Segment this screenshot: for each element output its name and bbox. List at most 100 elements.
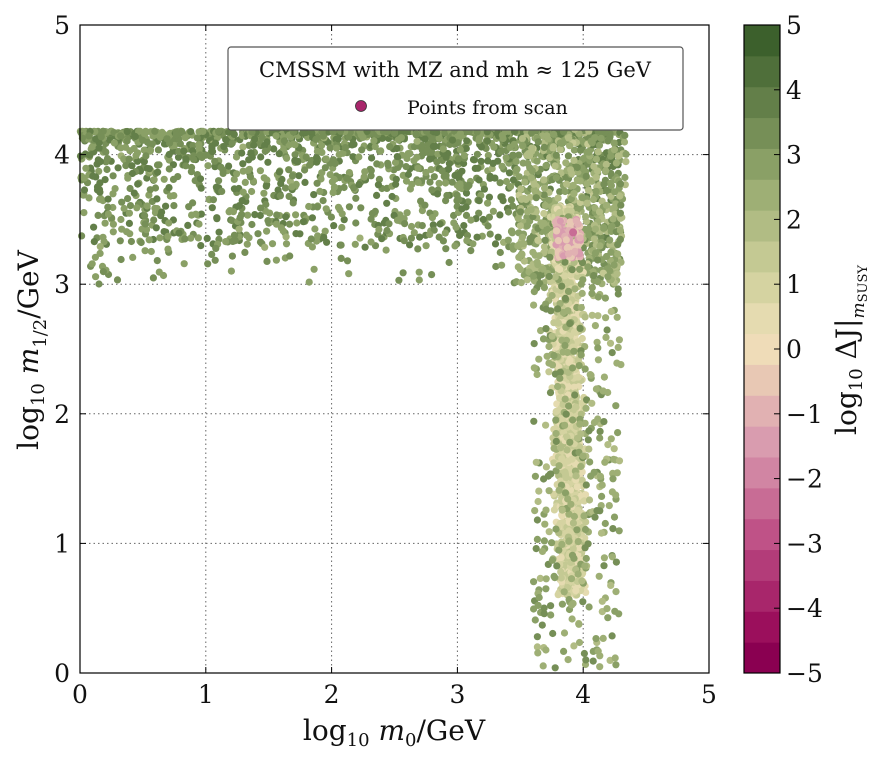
scatter-point <box>589 657 597 665</box>
scatter-point <box>462 211 471 219</box>
scatter-point <box>595 572 603 580</box>
scatter-point <box>528 129 536 137</box>
scatter-point <box>596 427 604 435</box>
scatter-point <box>508 229 516 237</box>
scatter-point <box>556 444 565 452</box>
scatter-point <box>484 151 492 159</box>
scatter-point <box>561 341 569 350</box>
scatter-point <box>584 263 592 271</box>
scatter-point <box>602 167 610 175</box>
colorbar-tick-label: 3 <box>786 141 802 170</box>
scatter-point <box>594 647 602 655</box>
scatter-point <box>149 274 157 282</box>
scatter-point <box>229 237 237 245</box>
scatter-point <box>480 185 488 193</box>
scatter-point <box>470 156 478 164</box>
scatter-point <box>568 170 576 178</box>
scatter-point <box>550 319 558 327</box>
scatter-point <box>391 158 400 167</box>
scatter-point <box>616 209 625 217</box>
scatter-point <box>165 150 173 159</box>
scatter-point <box>489 159 497 167</box>
scatter-point <box>582 172 590 180</box>
scatter-point <box>556 139 565 147</box>
scatter-point <box>340 183 348 192</box>
scatter-point <box>286 252 294 260</box>
scatter-point <box>428 214 436 222</box>
scatter-point <box>564 287 573 295</box>
scatter-point <box>244 211 252 219</box>
scatter-point <box>604 441 612 449</box>
scatter-point <box>188 211 196 219</box>
scatter-point <box>146 146 155 154</box>
scatter-point <box>215 228 223 236</box>
scatter-point <box>426 155 434 163</box>
scatter-point <box>576 420 584 428</box>
scatter-point <box>288 183 296 191</box>
scatter-point <box>555 462 563 470</box>
colorbar-band <box>744 642 780 674</box>
scatter-point <box>576 234 584 242</box>
scatter-point <box>373 191 381 199</box>
scatter-point <box>580 649 589 658</box>
scatter-point <box>316 187 324 195</box>
scatter-point <box>539 662 547 670</box>
scatter-point <box>103 155 112 163</box>
scatter-point <box>548 539 556 547</box>
scatter-point <box>97 133 105 141</box>
scatter-point <box>418 207 426 215</box>
scatter-point <box>540 191 548 199</box>
scatter-point <box>356 234 364 242</box>
scatter-point <box>504 236 512 244</box>
scatter-point <box>331 159 339 168</box>
colorbar-band <box>744 395 780 427</box>
scatter-point <box>462 144 470 153</box>
scatter-point <box>584 436 592 444</box>
scatter-point <box>532 458 540 466</box>
scatter-point <box>78 134 86 142</box>
scatter-point <box>578 476 586 484</box>
scatter-point <box>531 507 539 515</box>
scatter-point <box>239 160 247 168</box>
scatter-point <box>103 165 111 174</box>
scatter-point <box>564 656 572 664</box>
scatter-point <box>486 230 494 238</box>
scatter-point <box>141 212 149 220</box>
scatter-point <box>151 204 159 212</box>
scatter-point <box>600 554 609 562</box>
scatter-point <box>262 182 270 190</box>
scatter-point <box>312 135 320 143</box>
scatter-point <box>277 179 285 188</box>
scatter-point <box>95 280 103 288</box>
scatter-point <box>209 196 217 204</box>
scatter-point <box>127 237 135 246</box>
scatter-point <box>448 178 456 186</box>
scatter-point <box>142 226 151 234</box>
scatter-point <box>598 492 606 500</box>
scatter-point <box>596 242 604 250</box>
scatter-point <box>428 186 436 194</box>
scatter-point <box>540 176 548 184</box>
scatter-point <box>285 192 293 200</box>
scatter-point <box>590 162 598 171</box>
scatter-point <box>261 147 269 155</box>
scatter-point <box>286 177 294 185</box>
scatter-point <box>565 358 573 366</box>
scatter-point <box>172 131 180 139</box>
scatter-point <box>180 260 188 268</box>
scatter-point <box>584 186 593 194</box>
scatter-point <box>215 127 223 135</box>
scatter-point <box>564 383 572 391</box>
scatter-point <box>607 152 615 160</box>
scatter-point <box>602 314 610 322</box>
scatter-point <box>594 256 602 264</box>
scatter-point <box>606 339 615 347</box>
scatter-point <box>583 180 591 188</box>
colorbar-band <box>744 241 780 273</box>
scatter-point <box>572 472 580 480</box>
scatter-point <box>109 172 117 180</box>
scatter-point <box>228 216 236 225</box>
scatter-point <box>313 179 321 187</box>
scatter-point <box>104 210 112 218</box>
